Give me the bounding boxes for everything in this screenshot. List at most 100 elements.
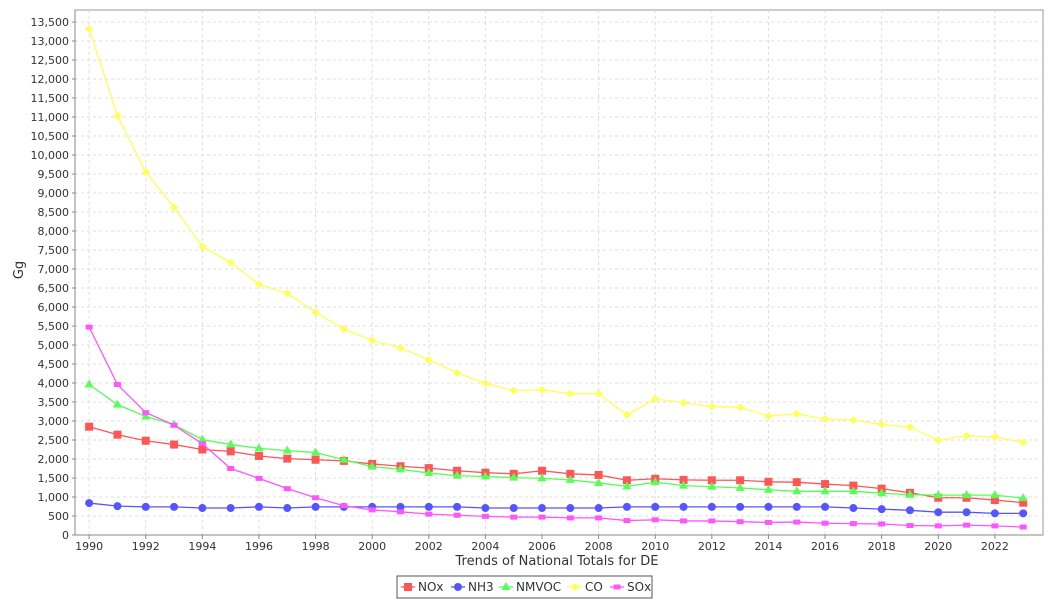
y-tick-label: 6,500	[38, 282, 70, 295]
data-point	[566, 515, 574, 521]
y-tick-label: 12,000	[31, 73, 70, 86]
data-point	[510, 514, 518, 520]
y-tick-label: 13,500	[31, 16, 70, 29]
y-tick-label: 8,500	[38, 206, 70, 219]
legend-label: NOx	[418, 580, 444, 594]
data-point	[198, 445, 207, 454]
data-point	[622, 481, 632, 490]
data-point	[113, 502, 122, 511]
data-point	[170, 440, 179, 449]
data-point	[453, 502, 462, 511]
data-point	[85, 324, 93, 330]
y-tick-label: 13,000	[31, 35, 70, 48]
data-point	[878, 521, 886, 527]
data-point	[481, 379, 490, 388]
data-point	[312, 495, 320, 501]
data-point	[141, 502, 150, 511]
data-point	[736, 476, 745, 485]
y-tick-label: 3,500	[38, 396, 70, 409]
data-point	[283, 454, 292, 463]
data-point	[339, 454, 349, 463]
y-tick-label: 12,500	[31, 54, 70, 67]
data-point	[254, 280, 263, 289]
x-tick-label: 1996	[245, 540, 273, 553]
data-point	[198, 441, 206, 447]
data-point	[538, 514, 546, 520]
data-point	[339, 325, 348, 334]
data-point	[990, 496, 999, 505]
data-point	[254, 502, 263, 511]
data-point	[849, 481, 858, 490]
x-tick-label: 2008	[585, 540, 613, 553]
data-point	[735, 482, 745, 491]
x-axis: 1990 1992 1994 1996 1998 2000 2002 2004 2006 2008…	[75, 534, 1043, 553]
data-point	[254, 451, 263, 460]
data-point	[537, 473, 547, 482]
data-point	[538, 504, 547, 513]
y-tick-label: 2,000	[38, 453, 70, 466]
data-point	[763, 484, 773, 493]
data-point	[226, 258, 235, 267]
data-point	[566, 504, 575, 513]
y-tick-label: 11,500	[31, 92, 70, 105]
data-point	[821, 520, 829, 526]
data-point	[424, 502, 433, 511]
data-point	[226, 447, 235, 456]
x-tick-label: 2002	[415, 540, 443, 553]
data-point	[821, 415, 830, 424]
x-tick-label: 2016	[811, 540, 839, 553]
data-point	[113, 430, 122, 439]
data-point	[283, 486, 291, 492]
data-point	[481, 513, 489, 519]
data-point	[934, 508, 943, 517]
data-point	[141, 411, 151, 420]
y-tick-label: 4,000	[38, 377, 70, 390]
data-point	[707, 502, 716, 511]
legend-marker	[454, 583, 462, 591]
plot-area	[74, 9, 1044, 536]
x-tick-label: 2020	[924, 540, 952, 553]
data-point	[538, 466, 547, 475]
x-tick-label: 2004	[471, 540, 499, 553]
series-nmvoc	[84, 379, 1028, 502]
legend-marker	[501, 582, 511, 590]
x-tick-label: 1990	[75, 540, 103, 553]
x-tick-label: 2010	[641, 540, 669, 553]
data-point	[170, 422, 178, 428]
data-point	[255, 475, 263, 481]
data-point	[226, 439, 236, 448]
y-tick-label: 8,000	[38, 225, 70, 238]
data-point	[227, 466, 235, 471]
legend-marker	[404, 583, 412, 591]
series-line	[88, 426, 1024, 504]
data-point	[991, 523, 999, 529]
data-point	[792, 502, 801, 511]
data-point	[792, 409, 801, 418]
data-point	[679, 398, 688, 407]
data-point	[820, 486, 830, 495]
legend: NOx NH3 NMVOC CO SOx	[396, 575, 653, 599]
x-tick-label: 2000	[358, 540, 386, 553]
data-point	[142, 410, 150, 416]
data-point	[963, 522, 971, 528]
y-tick-label: 10,500	[31, 130, 70, 143]
data-point	[396, 502, 405, 511]
x-axis-label: Trends of National Totals for DE	[455, 554, 659, 569]
data-point	[565, 474, 575, 483]
data-point	[905, 506, 914, 515]
data-point	[283, 504, 292, 513]
data-point	[84, 379, 94, 388]
data-point	[311, 502, 320, 511]
legend-marker	[613, 584, 621, 590]
data-point	[509, 504, 518, 513]
data-point	[395, 464, 405, 473]
y-tick-label: 3,000	[38, 415, 70, 428]
y-tick-label: 11,000	[31, 111, 70, 124]
data-point	[509, 472, 519, 481]
legend-item-nox: NOx	[401, 580, 444, 594]
data-point	[679, 480, 689, 489]
series-nh3	[85, 499, 1028, 518]
data-point	[197, 434, 207, 443]
series-line	[88, 383, 1024, 499]
data-point	[1018, 493, 1028, 502]
